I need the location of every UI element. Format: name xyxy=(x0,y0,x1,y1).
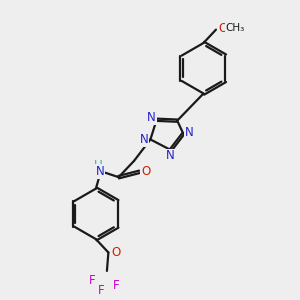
Text: F: F xyxy=(98,284,105,297)
Text: O: O xyxy=(218,22,227,35)
Text: F: F xyxy=(89,274,95,287)
Text: CH₃: CH₃ xyxy=(226,23,245,33)
Text: N: N xyxy=(166,149,175,162)
Text: O: O xyxy=(111,246,120,259)
Text: N: N xyxy=(185,126,194,139)
Text: N: N xyxy=(140,133,148,146)
Text: F: F xyxy=(112,279,119,292)
Text: O: O xyxy=(141,165,151,178)
Text: H: H xyxy=(93,159,102,172)
Text: N: N xyxy=(147,111,156,124)
Text: N: N xyxy=(95,165,104,178)
